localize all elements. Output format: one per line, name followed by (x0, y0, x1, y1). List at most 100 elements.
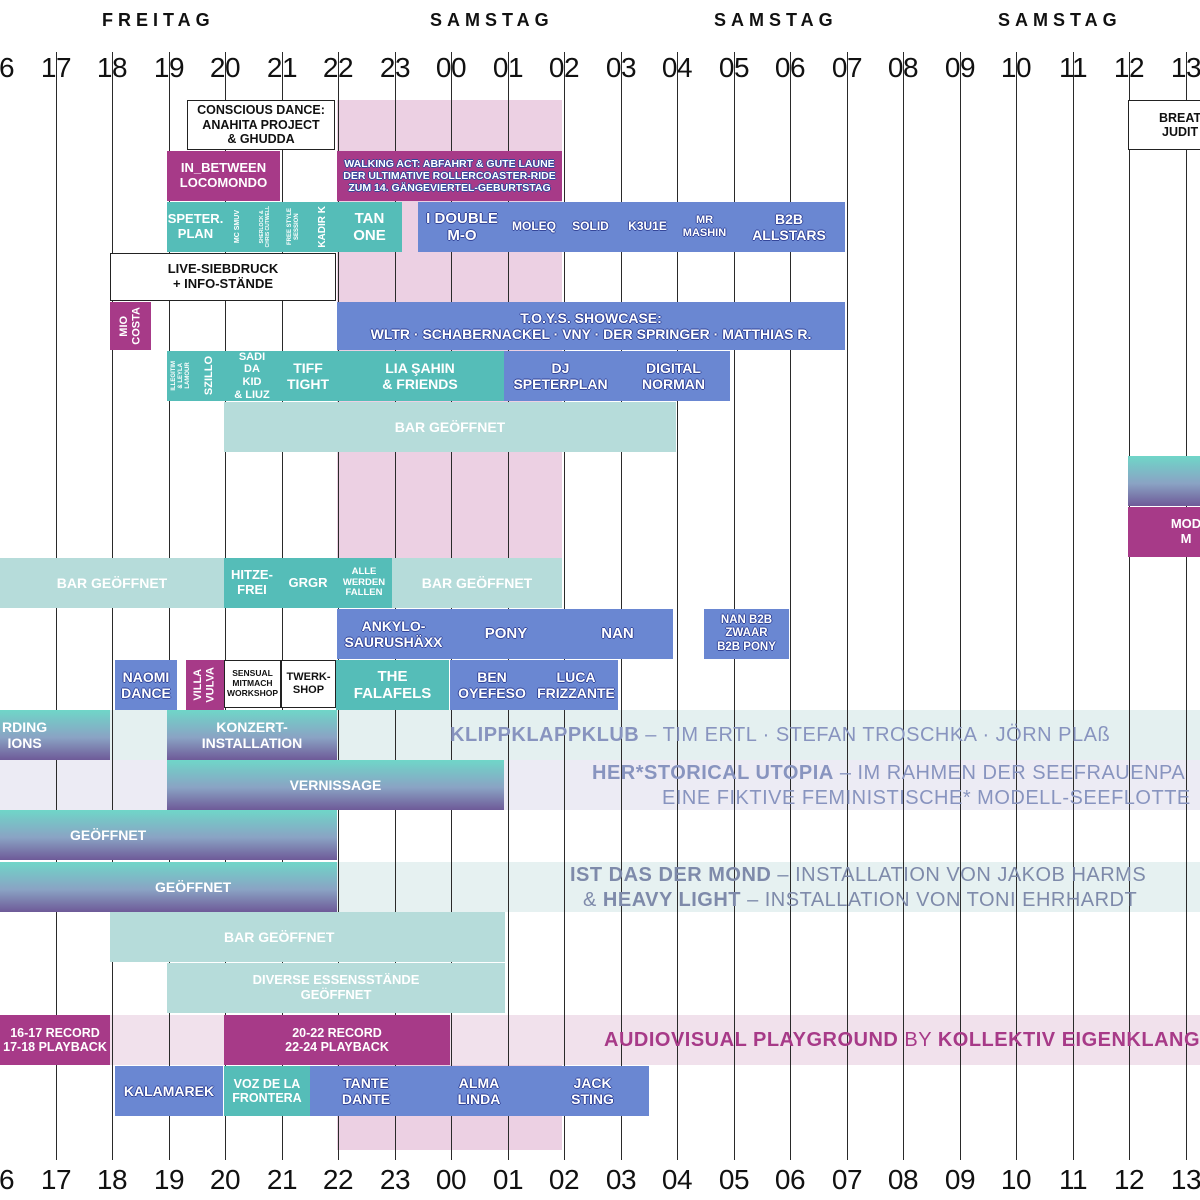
annotation-herstorical-line2: EINE FIKTIVE FEMINISTISCHE* MODELL-SEEFL… (662, 787, 1191, 809)
day-label-friday: FREITAG (102, 10, 215, 30)
event-szillo[interactable]: SZILLO (195, 351, 224, 401)
band-audiovisual (0, 1015, 1200, 1065)
event-record-playback-1[interactable]: 16-17 RECORD 17-18 PLAYBACK (0, 1015, 110, 1065)
annotation-herstorical: HER*STORICAL UTOPIA – IM RAHMEN DER SEEF… (592, 762, 1185, 785)
event-geoffnet-1[interactable]: GEÖFFNET (0, 810, 337, 860)
event-sadi[interactable]: SADI DA KID & LIUZ (224, 351, 280, 401)
event-hitzefrei[interactable]: HITZE- FREI (224, 558, 280, 608)
event-villa-vulva-label: VILLA VULVA (192, 667, 217, 703)
event-breathwork[interactable]: BREAT JUDIT (1128, 100, 1200, 150)
annotation-audiovisual: AUDIOVISUAL PLAYGROUND BY KOLLEKTIV EIGE… (604, 1029, 1200, 1052)
annotation-audiovisual-by: BY (898, 1029, 938, 1051)
event-solid[interactable]: SOLID (562, 202, 619, 252)
event-sensual-workshop[interactable]: SENSUAL MITMACH WORKSHOP (224, 660, 281, 708)
hour-label-top: 08 (887, 52, 919, 83)
event-alle-werden-fallen[interactable]: ALLE WERDEN FALLEN (336, 558, 392, 608)
hour-label-top: 10 (1000, 52, 1032, 83)
event-geoffnet-2[interactable]: GEÖFFNET (0, 862, 337, 912)
event-k3u1e[interactable]: K3U1E (619, 202, 676, 252)
event-luca-frizzante[interactable]: LUCA FRIZZANTE (534, 660, 618, 710)
hour-label-top: 23 (379, 52, 411, 83)
event-villa-vulva[interactable]: VILLA VULVA (186, 660, 224, 710)
event-grgr[interactable]: GRGR (280, 558, 336, 608)
hour-label-bottom: 01 (492, 1164, 524, 1195)
hour-label-bottom: 11 (1058, 1164, 1088, 1195)
hour-line (621, 52, 622, 1160)
hour-line (903, 52, 904, 1160)
event-essensstaende[interactable]: DIVERSE ESSENSSTÄNDE GEÖFFNET (167, 963, 505, 1013)
hour-line (564, 52, 565, 1160)
hour-label-bottom: 12 (1113, 1164, 1145, 1195)
event-bar-2a[interactable]: BAR GEÖFFNET (0, 558, 224, 608)
event-bar-3[interactable]: BAR GEÖFFNET (110, 912, 505, 962)
event-pony[interactable]: PONY (450, 609, 562, 659)
event-kadir[interactable]: KADIR K (308, 202, 337, 252)
day-label-saturday-2: SAMSTAG (714, 10, 838, 30)
event-toys-showcase[interactable]: T.O.Y.S. SHOWCASE: WLTR · SCHABERNACKEL … (337, 302, 845, 350)
event-jack-sting[interactable]: JACK STING (536, 1066, 649, 1116)
hour-line (677, 52, 678, 1160)
event-tiff-tight[interactable]: TIFF TIGHT (280, 351, 336, 401)
event-free-style[interactable]: FREE STYLE SESSION (280, 202, 308, 252)
hour-label-top: 16 (0, 52, 15, 83)
hour-label-bottom: 04 (661, 1164, 693, 1195)
event-mc-smuv[interactable]: MC SMUV (224, 202, 252, 252)
event-nan-b2b[interactable]: NAN B2B ZWAAR B2B PONY (704, 609, 789, 659)
event-tan-one[interactable]: TAN ONE (337, 202, 402, 252)
event-nan[interactable]: NAN (562, 609, 673, 659)
event-mod-top[interactable] (1128, 456, 1200, 506)
event-vernissage[interactable]: VERNISSAGE (167, 760, 504, 810)
event-tante-dante[interactable]: TANTE DANTE (310, 1066, 422, 1116)
event-bar-1[interactable]: BAR GEÖFFNET (224, 402, 676, 452)
hour-label-top: 04 (661, 52, 693, 83)
event-record-playback-2[interactable]: 20-22 RECORD 22-24 PLAYBACK (224, 1015, 450, 1065)
event-ankylo[interactable]: ANKYLO- SAURUSHÄXX (337, 609, 450, 659)
event-kalamarek[interactable]: KALAMAREK (115, 1066, 223, 1116)
annotation-herstorical-text: – IM RAHMEN DER SEEFRAUENPA (833, 762, 1186, 784)
event-moleq[interactable]: MOLEQ (506, 202, 562, 252)
event-b2b-allstars[interactable]: B2B ALLSTARS (733, 202, 845, 252)
event-dj-speterplan[interactable]: DJ SPETERPLAN (504, 351, 617, 401)
event-sherlock-label: SHERLOCK & CHRIS CUTWELL (259, 206, 271, 248)
event-sherlock[interactable]: SHERLOCK & CHRIS CUTWELL (252, 202, 280, 252)
hour-label-bottom: 21 (266, 1164, 298, 1195)
annotation-klippklappklub-text: – TIM ERTL · STEFAN TROSCHKA · JÖRN PLAß (639, 724, 1111, 746)
event-kadir-label: KADIR K (316, 206, 328, 248)
event-voz-de-la-frontera[interactable]: VOZ DE LA FRONTERA (224, 1066, 310, 1116)
event-speterplan[interactable]: SPETER. PLAN (167, 202, 224, 252)
annotation-heavy-prefix: & (583, 889, 603, 911)
event-i-double[interactable]: I DOUBLE M-O (418, 202, 506, 252)
hour-label-top: 02 (548, 52, 580, 83)
annotation-mond: IST DAS DER MOND – INSTALLATION VON JAKO… (570, 864, 1146, 887)
event-mr-mashin[interactable]: MR MASHIN (676, 202, 733, 252)
event-in-between[interactable]: IN_BETWEEN LOCOMONDO (167, 151, 280, 201)
hour-label-bottom: 18 (96, 1164, 128, 1195)
event-conscious-dance[interactable]: CONSCIOUS DANCE: ANAHITA PROJECT & GHUDD… (187, 100, 335, 150)
hour-label-bottom: 19 (153, 1164, 185, 1195)
event-siebdruck[interactable]: LIVE-SIEBDRUCK + INFO-STÄNDE (110, 253, 336, 301)
hour-label-bottom: 07 (831, 1164, 863, 1195)
annotation-herstorical-title: HER*STORICAL UTOPIA (592, 762, 834, 784)
hour-label-top: 20 (209, 52, 241, 83)
event-walking-act[interactable]: WALKING ACT: ABFAHRT & GUTE LAUNE DER UL… (337, 151, 562, 201)
event-illegitim[interactable]: ILLEGITIM & LEYLA LAMOUR (167, 351, 195, 401)
event-digital-norman[interactable]: DIGITAL NORMAN (617, 351, 730, 401)
event-bar-2b[interactable]: BAR GEÖFFNET (392, 558, 562, 608)
event-mod[interactable]: MOD M (1128, 507, 1200, 557)
event-lia-sahin[interactable]: LIA ŞAHIN & FRIENDS (336, 351, 504, 401)
event-recording-sessions[interactable]: RDING IONS (0, 710, 110, 760)
event-alma-linda[interactable]: ALMA LINDA (422, 1066, 536, 1116)
annotation-klippklappklub: KLIPPKLAPPKLUB – TIM ERTL · STEFAN TROSC… (450, 724, 1110, 747)
hour-label-top: 00 (435, 52, 467, 83)
hour-label-top: 05 (718, 52, 750, 83)
hour-label-top: 17 (40, 52, 72, 83)
event-naomi-dance[interactable]: NAOMI DANCE (115, 660, 177, 710)
event-konzert-installation[interactable]: KONZERT- INSTALLATION (167, 710, 337, 760)
event-mio-costa[interactable]: MIO COSTA (110, 302, 151, 350)
event-the-falafels[interactable]: THE FALAFELS (336, 660, 449, 710)
event-ben-oyefeso[interactable]: BEN OYEFESO (450, 660, 534, 710)
event-twerkshop[interactable]: TWERK- SHOP (281, 660, 336, 708)
event-mio-costa-label: MIO COSTA (117, 307, 143, 345)
hour-line (734, 52, 735, 1160)
